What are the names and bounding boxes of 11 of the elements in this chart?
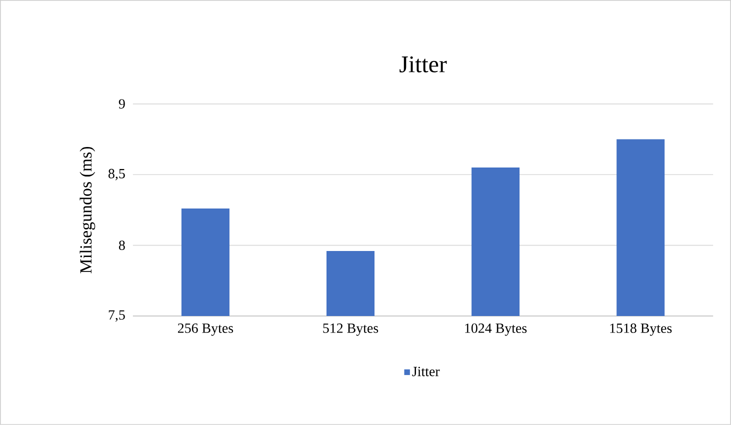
x-tick-label: 512 Bytes: [323, 324, 378, 336]
y-tick-label: 7,5: [108, 310, 125, 322]
x-tick-label: 1024 Bytes: [465, 324, 527, 336]
y-axis-title: Milisegundos (ms): [80, 146, 96, 274]
y-tick-label: 8,5: [108, 168, 125, 180]
x-tick-label: 1518 Bytes: [610, 324, 672, 336]
y-tick-label: 8: [118, 240, 125, 250]
chart-title: Jitter: [400, 56, 447, 72]
x-tick-label: 256 Bytes: [178, 324, 234, 336]
y-tick-label: 9: [118, 99, 125, 109]
legend-label: Jitter: [412, 366, 440, 376]
